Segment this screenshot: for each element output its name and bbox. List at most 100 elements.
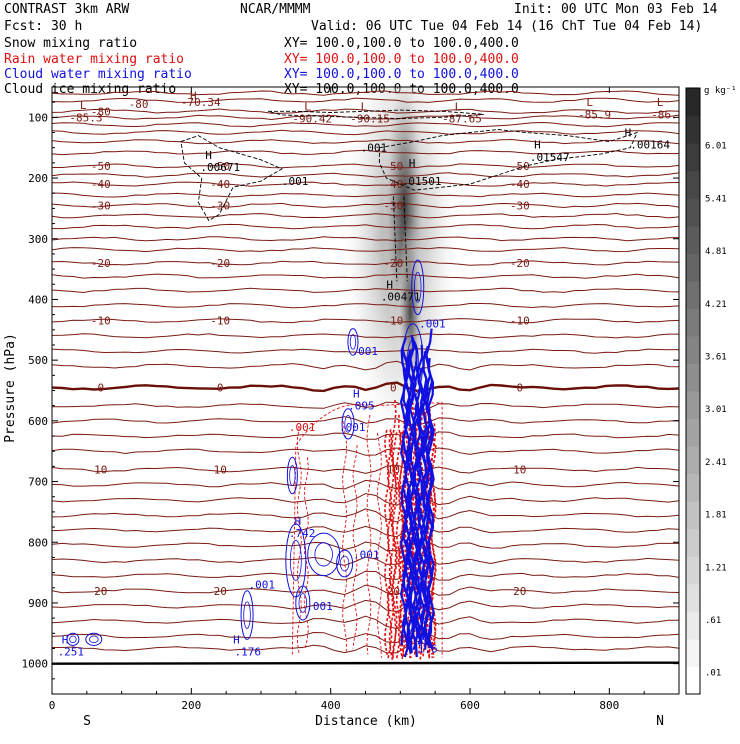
contour-label: L	[361, 100, 368, 113]
cloud-water-blob-inner	[289, 540, 302, 581]
isotherm-line	[52, 181, 679, 187]
isotherm-label: 20	[214, 585, 227, 598]
isotherm-line	[52, 202, 679, 209]
isotherm-label: 20	[513, 585, 526, 598]
isotherm-label: -50	[510, 160, 530, 173]
isotherm-line	[52, 584, 679, 596]
isotherm-label: -80	[91, 105, 111, 118]
y-tick-label: 600	[28, 415, 48, 428]
colorbar-bin	[686, 473, 700, 502]
isotherm-line	[52, 260, 679, 266]
rain-water-contour	[296, 426, 302, 655]
colorbar-unit: g kg⁻¹	[704, 86, 737, 96]
y-tick-label: 200	[28, 172, 48, 185]
contour-label: .00164	[630, 139, 670, 152]
isotherm-line	[52, 303, 679, 309]
isotherm-label: -10	[510, 315, 530, 328]
colorbar-bin	[686, 253, 700, 282]
cloud-water-blob-inner	[406, 339, 419, 381]
x-tick-label: 400	[321, 699, 341, 712]
colorbar-label: 1.21	[705, 563, 727, 573]
field-snow-label: Snow mixing ratio	[4, 36, 137, 51]
isotherm-label: -50	[210, 160, 230, 173]
contour-label: .001	[306, 600, 333, 613]
cloud-water-contour	[405, 356, 414, 654]
cloud-water-contour	[403, 349, 412, 658]
colorbar-label: 3.01	[705, 405, 727, 415]
isotherm-label: -50	[383, 160, 403, 173]
contour-label: -80	[129, 98, 149, 111]
colorbar-bin	[686, 446, 700, 475]
org-label: NCAR/MMMM	[240, 2, 311, 17]
isotherm-line	[52, 629, 679, 644]
contour-label: -70.34	[181, 96, 221, 109]
x-axis-label: Distance (km)	[315, 714, 417, 729]
cloud-water-blob	[341, 408, 355, 440]
contour-label: .001	[361, 142, 388, 155]
contour-label: H	[409, 157, 416, 170]
contour-label: -90.15	[350, 113, 390, 126]
isotherm-line	[52, 121, 679, 128]
contour-label: L	[304, 100, 311, 113]
colorbar-bin	[686, 308, 700, 337]
isotherm-line	[52, 569, 679, 581]
cloud-water-blob	[307, 532, 341, 577]
cloud-water-blob-inner	[289, 465, 296, 486]
colorbar-bin	[686, 225, 700, 254]
isotherm-label: 0	[97, 381, 104, 394]
contour-label: .001	[339, 421, 366, 434]
colorbar: 6.01 5.41 4.81 4.21 3.61 3.01 2.41 1.81 1.21 .61.…	[685, 87, 727, 695]
contour-label: H	[534, 139, 541, 152]
contour-label: .001	[353, 548, 380, 561]
isotherm-label: -20	[91, 257, 111, 270]
contour-label: L	[455, 100, 462, 113]
field-snow-xy: XY= 100.0,100.0 to 100.0,400.0	[284, 36, 519, 51]
isotherm-label: 10	[94, 463, 107, 476]
isotherm-line	[52, 478, 679, 491]
cloud-ice-contour	[267, 109, 484, 120]
isotherm-line	[52, 599, 679, 613]
cloud-water-blob-inner	[314, 542, 333, 567]
isotherm-line	[52, 431, 679, 440]
contour-label: .095	[348, 400, 375, 413]
y-tick-label: 400	[28, 293, 48, 306]
isotherm-line	[52, 333, 679, 339]
isotherm-label: -30	[510, 199, 530, 212]
contour-label: .001	[289, 421, 316, 434]
y-tick-label: 700	[28, 476, 48, 489]
isotherm-line	[52, 538, 679, 552]
rain-water-contour	[366, 414, 372, 655]
colorbar-bin	[686, 143, 700, 172]
isotherm-line	[52, 114, 679, 121]
rain-water-contour	[376, 432, 382, 658]
cloud-water-blob	[85, 632, 103, 646]
isotherm-line	[52, 192, 679, 198]
cloud-water-blob	[295, 585, 311, 621]
cloud-water-blob	[411, 259, 425, 316]
contour-label: .251	[58, 646, 85, 659]
isotherm-label: -40	[510, 178, 530, 191]
colorbar-label: 3.61	[705, 352, 727, 362]
x-tick-label: 200	[181, 699, 201, 712]
contour-annotations: L-85.3-80H-70.34 L-90.42L-90.15L-87.65L-8…	[58, 89, 678, 658]
temperature-isotherms: -80-50 -50 -50 -50-40 -40 -40 -40-30 -30 -30 -30-…	[52, 90, 679, 654]
isotherm-line	[52, 287, 679, 294]
rain-water-contour	[303, 457, 309, 649]
contour-label: .742	[289, 527, 316, 540]
isotherm-label: 0	[217, 381, 224, 394]
colorbar-bin	[686, 528, 700, 557]
colorbar-label: 4.81	[705, 247, 727, 257]
contour-label: .176	[235, 646, 262, 659]
contour-label: 1.6	[418, 642, 438, 655]
isotherm-label: -10	[383, 315, 403, 328]
contour-label: -87.65	[442, 113, 482, 126]
contour-label: -85.3	[69, 111, 102, 124]
contour-label: H	[386, 278, 393, 291]
colorbar-bin	[686, 418, 700, 447]
colorbar-bin	[686, 638, 700, 667]
isotherm-line	[52, 508, 679, 523]
isotherm-line	[52, 273, 679, 279]
isotherm-line	[52, 129, 679, 136]
cloud-water-blob-inner	[243, 601, 251, 629]
